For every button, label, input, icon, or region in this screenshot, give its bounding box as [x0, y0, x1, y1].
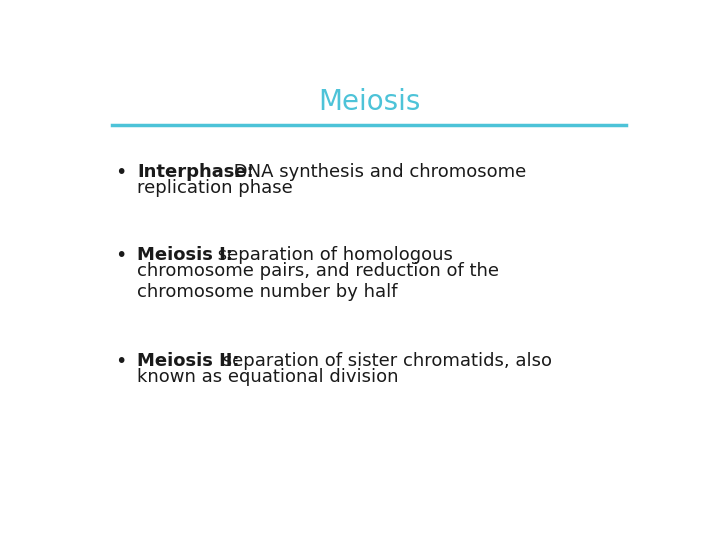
Text: DNA synthesis and chromosome: DNA synthesis and chromosome [228, 163, 526, 180]
Text: known as equational division: known as equational division [138, 368, 399, 386]
Text: •: • [115, 163, 127, 181]
Text: •: • [115, 352, 127, 370]
Text: Meiosis I:: Meiosis I: [138, 246, 233, 264]
Text: replication phase: replication phase [138, 179, 293, 197]
Text: •: • [115, 246, 127, 265]
Text: Meiosis II:: Meiosis II: [138, 352, 240, 370]
Text: Meiosis: Meiosis [318, 87, 420, 116]
Text: separation of homologous: separation of homologous [212, 246, 453, 264]
Text: chromosome pairs, and reduction of the
chromosome number by half: chromosome pairs, and reduction of the c… [138, 262, 500, 301]
Text: Interphase:: Interphase: [138, 163, 254, 180]
Text: separation of sister chromatids, also: separation of sister chromatids, also [217, 352, 552, 370]
